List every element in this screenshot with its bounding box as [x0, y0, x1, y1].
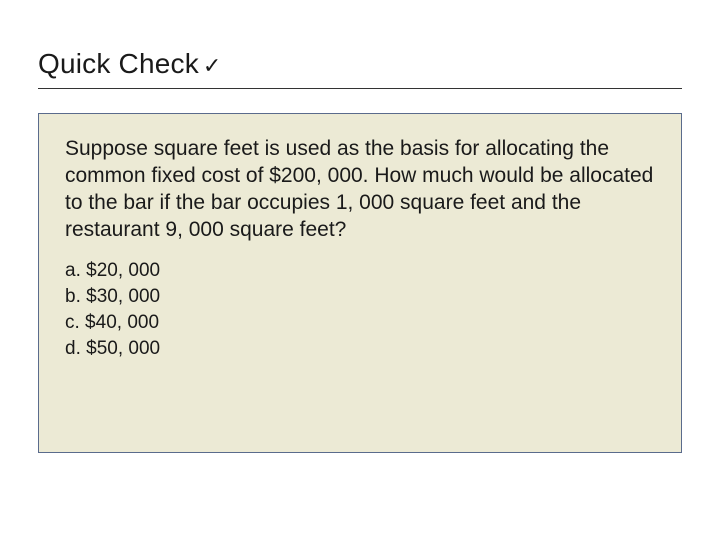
option-a: a. $20, 000	[65, 258, 655, 284]
question-text: Suppose square feet is used as the basis…	[65, 136, 655, 244]
options-list: a. $20, 000 b. $30, 000 c. $40, 000 d. $…	[65, 258, 655, 363]
option-d: d. $50, 000	[65, 336, 655, 362]
question-box: Suppose square feet is used as the basis…	[38, 113, 682, 453]
slide-title: Quick Check	[38, 48, 199, 80]
option-b: b. $30, 000	[65, 284, 655, 310]
slide-container: Quick Check ✓ Suppose square feet is use…	[0, 0, 720, 540]
checkmark-icon: ✓	[203, 53, 221, 79]
option-c: c. $40, 000	[65, 310, 655, 336]
slide-title-row: Quick Check ✓	[38, 48, 682, 89]
